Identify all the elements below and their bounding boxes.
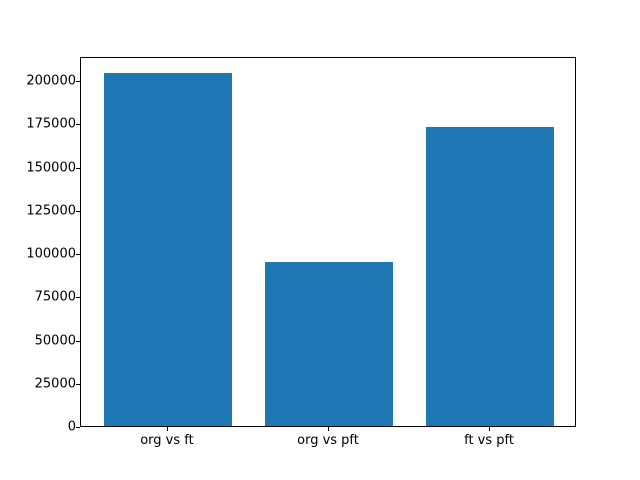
y-tick-mark — [76, 254, 80, 256]
y-tick-mark — [76, 167, 80, 169]
x-tick-label: org vs ft — [140, 433, 194, 448]
y-tick-mark — [76, 81, 80, 83]
y-tick-label: 0 — [67, 419, 76, 435]
x-tick-mark — [328, 427, 329, 431]
y-tick-label: 25000 — [34, 376, 76, 392]
plot-area — [80, 57, 576, 427]
bar-org-vs-pft — [264, 261, 394, 426]
y-tick-mark — [76, 297, 80, 299]
x-tick-label: ft vs pft — [464, 433, 514, 448]
y-tick-label: 125000 — [26, 203, 76, 219]
y-tick-label: 175000 — [26, 116, 76, 132]
y-tick-label: 150000 — [26, 160, 76, 176]
y-tick-mark — [76, 383, 80, 385]
bar-org-vs-ft — [103, 73, 233, 426]
y-tick-mark — [76, 210, 80, 212]
x-tick-label: org vs pft — [297, 433, 359, 448]
y-tick-label: 75000 — [34, 289, 76, 305]
y-tick-label: 100000 — [26, 246, 76, 262]
y-tick-mark — [76, 340, 80, 342]
y-tick-label: 50000 — [34, 333, 76, 349]
x-tick-mark — [489, 427, 491, 431]
y-tick-mark — [76, 124, 80, 126]
y-tick-label: 200000 — [26, 73, 76, 89]
bar-ft-vs-pft — [425, 126, 555, 426]
y-tick-mark — [76, 427, 80, 428]
x-tick-mark — [166, 427, 168, 431]
